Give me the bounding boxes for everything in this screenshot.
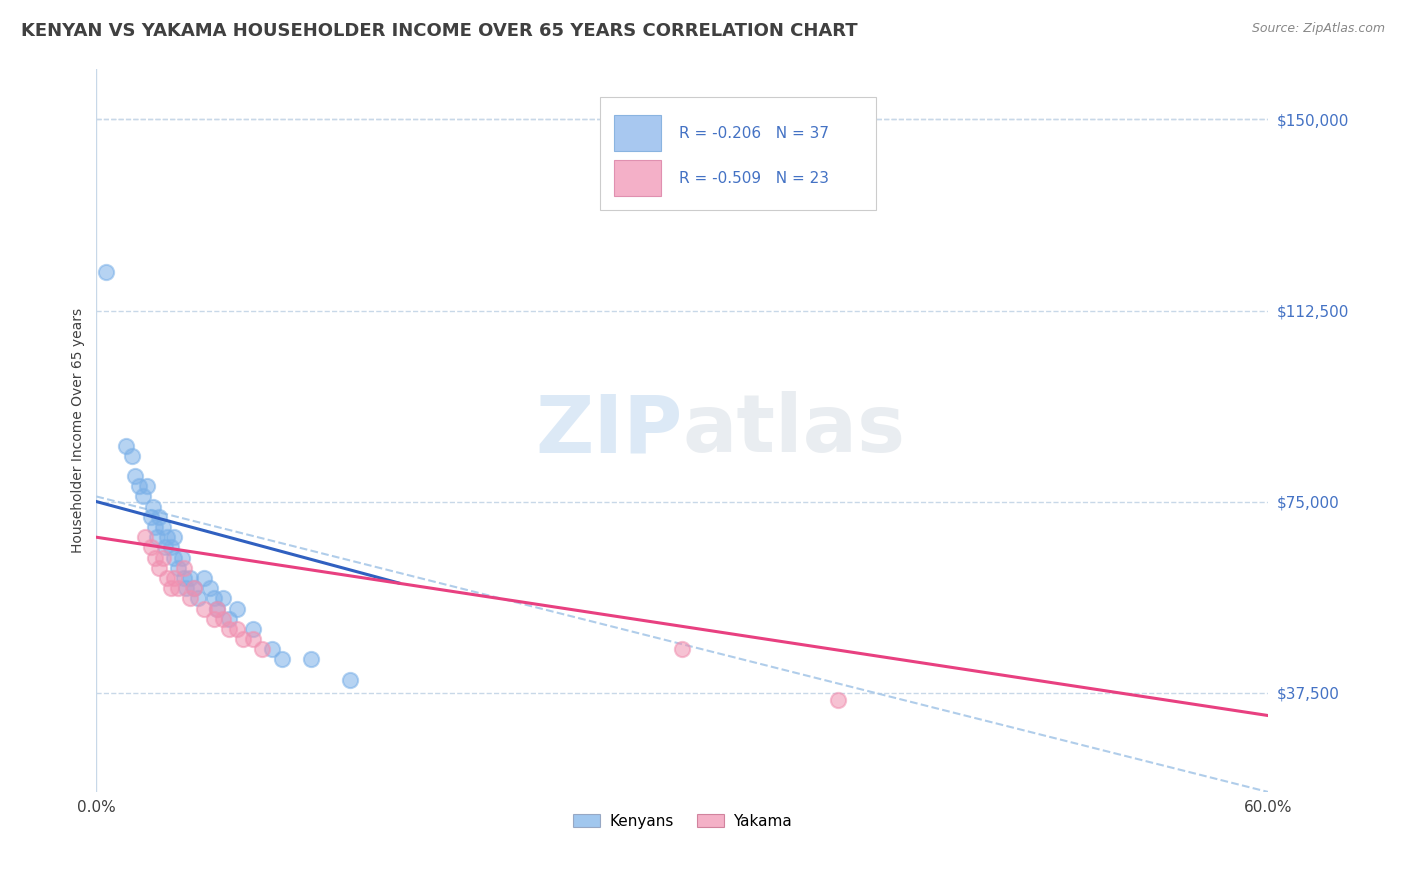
Point	[198, 581, 221, 595]
Y-axis label: Householder Income Over 65 years: Householder Income Over 65 years	[72, 308, 86, 553]
Point	[179, 571, 201, 585]
Point	[193, 571, 215, 585]
Point	[152, 520, 174, 534]
Point	[132, 490, 155, 504]
Point	[167, 581, 190, 595]
Point	[172, 550, 194, 565]
Point	[124, 469, 146, 483]
Legend: Kenyans, Yakama: Kenyans, Yakama	[567, 807, 799, 835]
Point	[218, 622, 240, 636]
Point	[212, 612, 235, 626]
Point	[202, 591, 225, 606]
Point	[174, 581, 197, 595]
Text: R = -0.509   N = 23: R = -0.509 N = 23	[679, 170, 828, 186]
Point	[139, 541, 162, 555]
Point	[153, 541, 176, 555]
Point	[827, 693, 849, 707]
Text: atlas: atlas	[682, 392, 905, 469]
Point	[207, 601, 229, 615]
Point	[148, 561, 170, 575]
Point	[252, 642, 274, 657]
Point	[152, 550, 174, 565]
Point	[163, 571, 186, 585]
Point	[139, 509, 162, 524]
Point	[167, 561, 190, 575]
Point	[187, 591, 209, 606]
Point	[339, 673, 361, 687]
Point	[173, 571, 195, 585]
Point	[183, 581, 205, 595]
Point	[159, 581, 181, 595]
Point	[143, 550, 166, 565]
Point	[173, 561, 195, 575]
Point	[193, 601, 215, 615]
Point	[148, 509, 170, 524]
Point	[128, 479, 150, 493]
Point	[226, 601, 249, 615]
FancyBboxPatch shape	[614, 115, 661, 152]
Point	[159, 541, 181, 555]
Text: Source: ZipAtlas.com: Source: ZipAtlas.com	[1251, 22, 1385, 36]
Point	[202, 612, 225, 626]
Point	[156, 571, 179, 585]
Point	[156, 530, 179, 544]
Point	[179, 591, 201, 606]
Text: ZIP: ZIP	[534, 392, 682, 469]
Point	[226, 622, 249, 636]
FancyBboxPatch shape	[600, 97, 876, 210]
Point	[134, 530, 156, 544]
Text: R = -0.206   N = 37: R = -0.206 N = 37	[679, 126, 828, 141]
Point	[136, 479, 159, 493]
Point	[262, 642, 284, 657]
Point	[142, 500, 165, 514]
Point	[143, 520, 166, 534]
Point	[232, 632, 254, 647]
Point	[121, 449, 143, 463]
Point	[94, 265, 117, 279]
FancyBboxPatch shape	[614, 160, 661, 196]
Point	[114, 438, 136, 452]
Point	[299, 652, 322, 666]
Point	[270, 652, 292, 666]
Point	[207, 601, 229, 615]
Point	[242, 622, 264, 636]
Point	[671, 642, 693, 657]
Point	[146, 530, 169, 544]
Point	[183, 581, 205, 595]
Point	[212, 591, 235, 606]
Text: KENYAN VS YAKAMA HOUSEHOLDER INCOME OVER 65 YEARS CORRELATION CHART: KENYAN VS YAKAMA HOUSEHOLDER INCOME OVER…	[21, 22, 858, 40]
Point	[242, 632, 264, 647]
Point	[163, 530, 186, 544]
Point	[163, 550, 186, 565]
Point	[218, 612, 240, 626]
